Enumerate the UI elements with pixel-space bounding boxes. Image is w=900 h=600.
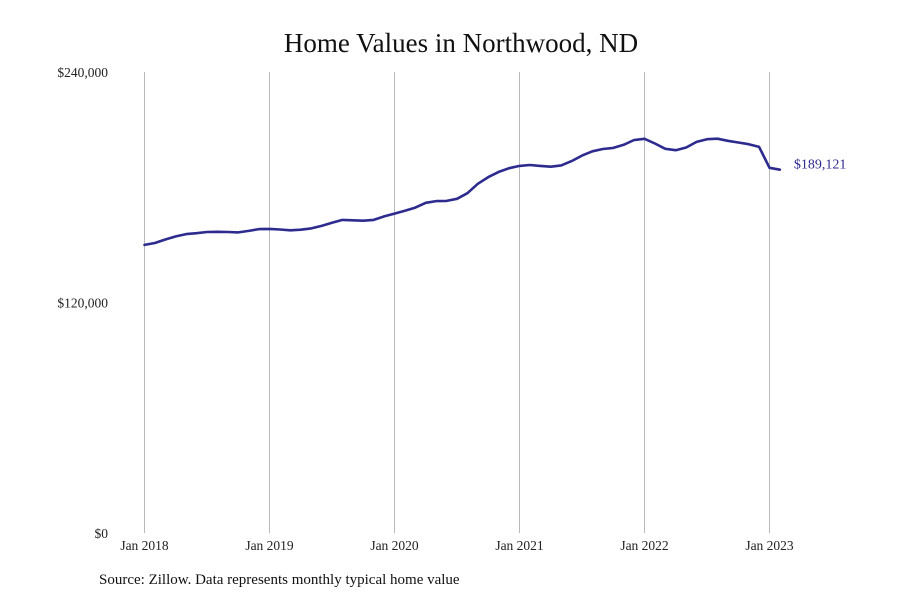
- y-tick-label: $0: [95, 526, 109, 541]
- chart-title: Home Values in Northwood, ND: [283, 28, 639, 58]
- y-tick-label: $240,000: [57, 65, 108, 80]
- x-tick-label: Jan 2023: [745, 538, 794, 553]
- x-tick-label: Jan 2022: [620, 538, 668, 553]
- x-tick-label: Jan 2020: [370, 538, 419, 553]
- y-tick-label: $120,000: [57, 296, 108, 311]
- end-label-layer: $189,121: [794, 158, 847, 173]
- end-value-label: $189,121: [794, 158, 847, 173]
- x-tick-label: Jan 2018: [120, 538, 169, 553]
- series-line-home-value: [143, 137, 782, 247]
- gridlines: [144, 72, 770, 533]
- y-axis-ticks: $0 $120,000 $240,000: [57, 65, 108, 541]
- x-axis-ticks: Jan 2018 Jan 2019 Jan 2020 Jan 2021 Jan 2022…: [120, 538, 794, 553]
- source-note: Source: Zillow. Data represents monthly …: [99, 572, 460, 588]
- x-tick-label: Jan 2021: [495, 538, 543, 553]
- x-tick-label: Jan 2019: [245, 538, 294, 553]
- series-layer: [143, 137, 782, 247]
